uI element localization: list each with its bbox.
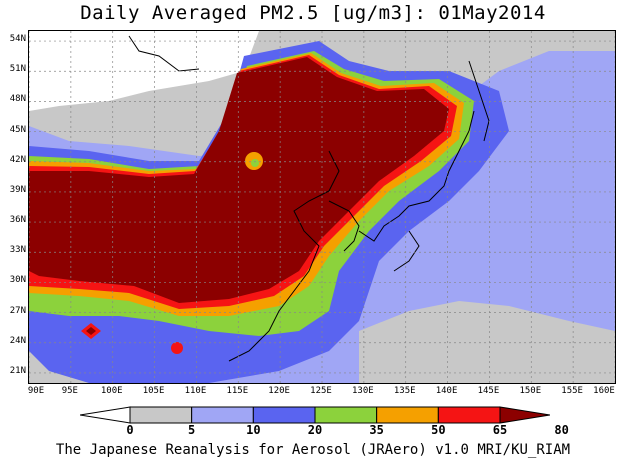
lon-tick-label-5: 115E (226, 386, 249, 396)
region-darkred (29, 57, 449, 303)
lat-tick-label-5: 39N (9, 184, 26, 195)
lon-tick-label-1: 95E (61, 386, 78, 396)
pm25-map-canvas (29, 31, 615, 383)
colorbar-label-6: 65 (492, 423, 508, 437)
map-gridlines (29, 31, 615, 383)
spot-green-1 (251, 159, 259, 167)
colorbar (80, 406, 550, 424)
lat-tick-label-2: 48N (9, 94, 26, 105)
colorbar-min-arrow (80, 406, 131, 424)
lon-tick-label-2: 100E (100, 386, 123, 396)
colorbar-label-1: 5 (188, 423, 196, 437)
lon-tick-label-11: 145E (477, 386, 500, 396)
colorbar-swatch-4 (314, 406, 378, 424)
colorbar-label-5: 50 (431, 423, 446, 437)
colorbar-swatch-2 (191, 406, 254, 424)
colorbar-label-0: 0 (126, 423, 134, 437)
footer-credit: The Japanese Reanalysis for Aerosol (JRA… (55, 442, 571, 458)
map-title: Daily Averaged PM2.5 [ug/m3]: 01May2014 (80, 2, 546, 24)
lon-tick-label-0: 90E (27, 386, 45, 396)
colorbar-label-7: 80 (554, 423, 569, 437)
colorbar-label-3: 20 (307, 423, 323, 437)
lat-tick-label-1: 51N (9, 64, 26, 75)
pm25-map (28, 30, 616, 384)
colorbar-swatch-1 (129, 406, 193, 424)
lon-tick-label-9: 135E (393, 386, 416, 396)
colorbar-label-2: 10 (246, 423, 261, 437)
lat-tick-label-11: 21N (9, 365, 26, 376)
colorbar-swatch-3 (252, 406, 316, 424)
lon-tick-label-13: 155E (561, 386, 583, 396)
lon-tick-label-3: 105E (142, 386, 165, 396)
spot-red-1 (171, 342, 183, 354)
spot-diamond-inner (86, 327, 96, 335)
lon-tick-label-7: 125E (310, 386, 332, 396)
lon-tick-label-14: 160E (593, 386, 615, 396)
lat-tick-label-9: 27N (9, 305, 26, 316)
lon-tick-label-4: 110E (184, 386, 207, 396)
coastline (128, 35, 490, 362)
lon-tick-label-12: 150E (519, 386, 542, 396)
region-gray-southeast (359, 301, 615, 383)
lat-tick-label-0: 54N (9, 34, 26, 45)
lat-tick-label-4: 42N (9, 154, 26, 165)
lon-tick-label-6: 120E (268, 386, 290, 396)
lon-tick-label-8: 130E (352, 386, 374, 396)
lat-tick-label-8: 30N (9, 275, 26, 286)
lat-tick-label-3: 45N (9, 124, 26, 135)
lat-tick-label-7: 33N (9, 245, 26, 256)
colorbar-max-arrow (499, 406, 550, 424)
colorbar-swatch-6 (437, 406, 501, 424)
lon-tick-label-10: 140E (435, 386, 458, 396)
lat-tick-label-10: 24N (9, 335, 26, 346)
lat-tick-label-6: 36N (9, 215, 26, 226)
colorbar-swatch-5 (376, 406, 439, 424)
colorbar-label-4: 35 (369, 423, 384, 437)
